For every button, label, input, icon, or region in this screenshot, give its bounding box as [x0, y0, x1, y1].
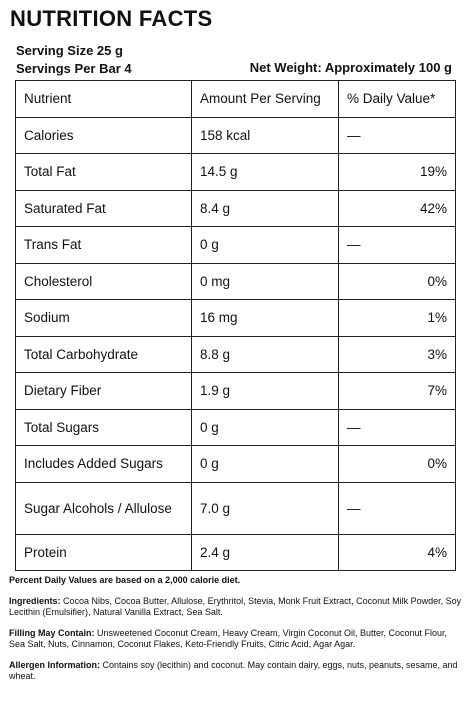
- nutrient-daily-value: 1%: [338, 299, 456, 337]
- table-header-row: Nutrient Amount Per Serving % Daily Valu…: [15, 80, 456, 118]
- filling-label: Filling May Contain:: [9, 627, 95, 638]
- table-row: Protein 2.4 g 4%: [15, 533, 456, 571]
- net-weight: Net Weight: Approximately 100 g: [249, 60, 452, 75]
- nutrient-name: Total Carbohydrate: [15, 335, 192, 373]
- nutrient-amount: 0 g: [191, 445, 339, 483]
- nutrient-amount: 16 mg: [191, 299, 339, 337]
- nutrient-daily-value: —: [338, 481, 456, 535]
- nutrient-daily-value: —: [338, 408, 456, 446]
- nutrient-amount: 0 g: [191, 226, 339, 264]
- nutrient-name: Sugar Alcohols / Allulose: [15, 481, 192, 535]
- nutrient-daily-value: 7%: [338, 372, 456, 410]
- nutrient-name: Total Fat: [15, 153, 192, 191]
- nutrient-amount: 1.9 g: [191, 372, 339, 410]
- nutrient-amount: 0 g: [191, 408, 339, 446]
- nutrient-daily-value: 4%: [338, 533, 456, 571]
- nutrient-name: Includes Added Sugars: [15, 445, 192, 483]
- allergen-note: Allergen Information: Contains soy (leci…: [9, 660, 463, 683]
- nutrient-name: Total Sugars: [15, 408, 192, 446]
- table-row: Total Fat 14.5 g 19%: [15, 153, 456, 191]
- nutrient-amount: 7.0 g: [191, 481, 339, 535]
- ingredients-note: Ingredients: Cocoa Nibs, Cocoa Butter, A…: [9, 596, 463, 619]
- table-row: Total Sugars 0 g —: [15, 408, 456, 446]
- header-daily-value: % Daily Value*: [338, 80, 456, 118]
- ingredients-text: Cocoa Nibs, Cocoa Butter, Allulose, Eryt…: [9, 595, 462, 618]
- nutrient-amount: 0 mg: [191, 262, 339, 300]
- table-row: Sodium 16 mg 1%: [15, 299, 456, 337]
- serving-size: Serving Size 25 g: [16, 43, 123, 58]
- table-row: Calories 158 kcal —: [15, 116, 456, 154]
- table-row: Dietary Fiber 1.9 g 7%: [15, 372, 456, 410]
- allergen-label: Allergen Information:: [9, 659, 101, 670]
- allergen-text: Contains soy (lecithin) and coconut. May…: [9, 659, 458, 682]
- nutrient-daily-value: 0%: [338, 445, 456, 483]
- nutrient-daily-value: 42%: [338, 189, 456, 227]
- nutrient-name: Trans Fat: [15, 226, 192, 264]
- header-amount: Amount Per Serving: [191, 80, 339, 118]
- page-title: NUTRITION FACTS: [10, 6, 213, 31]
- nutrition-table: Nutrient Amount Per Serving % Daily Valu…: [15, 80, 456, 571]
- nutrient-amount: 158 kcal: [191, 116, 339, 154]
- daily-value-footnote: Percent Daily Values are based on a 2,00…: [9, 575, 241, 585]
- table-row: Saturated Fat 8.4 g 42%: [15, 189, 456, 227]
- nutrient-name: Calories: [15, 116, 192, 154]
- nutrient-daily-value: 0%: [338, 262, 456, 300]
- nutrient-amount: 2.4 g: [191, 533, 339, 571]
- nutrient-name: Protein: [15, 533, 192, 571]
- table-row: Trans Fat 0 g —: [15, 226, 456, 264]
- nutrient-name: Dietary Fiber: [15, 372, 192, 410]
- nutrient-daily-value: 19%: [338, 153, 456, 191]
- serving-info: Serving Size 25 g Servings Per Bar 4: [16, 42, 132, 78]
- nutrient-name: Sodium: [15, 299, 192, 337]
- filling-note: Filling May Contain: Unsweetened Coconut…: [9, 628, 463, 651]
- table-row: Sugar Alcohols / Allulose 7.0 g —: [15, 481, 456, 535]
- label-notes: Percent Daily Values are based on a 2,00…: [9, 575, 463, 692]
- nutrient-name: Cholesterol: [15, 262, 192, 300]
- header-nutrient: Nutrient: [15, 80, 192, 118]
- servings-per-bar: Servings Per Bar 4: [16, 61, 132, 76]
- nutrient-amount: 8.4 g: [191, 189, 339, 227]
- nutrient-daily-value: 3%: [338, 335, 456, 373]
- ingredients-label: Ingredients:: [9, 595, 61, 606]
- filling-text: Unsweetened Coconut Cream, Heavy Cream, …: [9, 627, 447, 650]
- table-row: Total Carbohydrate 8.8 g 3%: [15, 335, 456, 373]
- nutrient-amount: 8.8 g: [191, 335, 339, 373]
- table-row: Cholesterol 0 mg 0%: [15, 262, 456, 300]
- nutrient-amount: 14.5 g: [191, 153, 339, 191]
- nutrient-name: Saturated Fat: [15, 189, 192, 227]
- nutrient-daily-value: —: [338, 226, 456, 264]
- table-row: Includes Added Sugars 0 g 0%: [15, 445, 456, 483]
- nutrient-daily-value: —: [338, 116, 456, 154]
